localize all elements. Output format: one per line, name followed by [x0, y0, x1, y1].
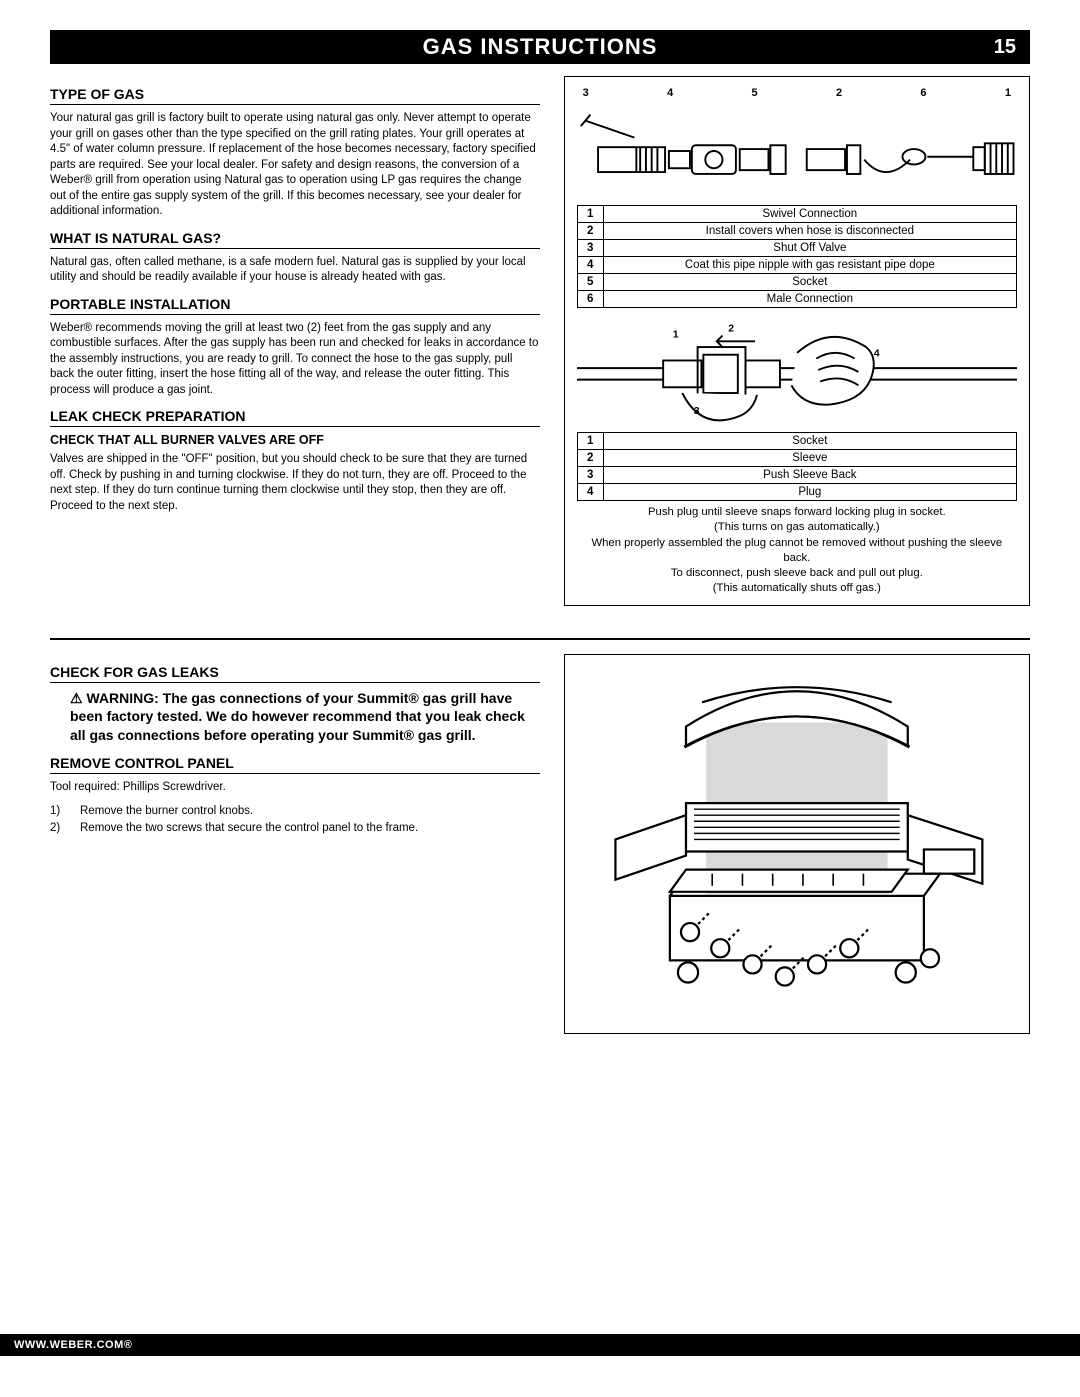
table-row: 1Socket	[577, 433, 1016, 450]
table-row: 2Sleeve	[577, 450, 1016, 467]
page-title: GAS INSTRUCTIONS	[423, 34, 658, 60]
svg-text:4: 4	[873, 348, 879, 360]
tool-required: Tool required: Phillips Screwdriver.	[50, 780, 540, 796]
svg-text:1: 1	[672, 328, 678, 340]
table-row: 4Plug	[577, 484, 1016, 501]
footer-url: WWW.WEBER.COM®	[14, 1339, 132, 1351]
svg-text:2: 2	[728, 323, 734, 335]
quick-connect-diagram: 1 2 3 4	[577, 316, 1017, 426]
hose-connector-diagram	[577, 103, 1017, 199]
heading-remove-panel: REMOVE CONTROL PANEL	[50, 755, 540, 774]
lower-left: CHECK FOR GAS LEAKS ⚠ WARNING: The gas c…	[50, 654, 540, 1034]
upper-columns: TYPE OF GAS Your natural gas grill is fa…	[50, 76, 1030, 620]
diagram-frame-connectors: 3 4 5 2 6 1	[564, 76, 1030, 606]
body-type-of-gas: Your natural gas grill is factory built …	[50, 111, 540, 220]
callout: 3	[583, 87, 589, 99]
parts-table-2: 1Socket2Sleeve3Push Sleeve Back4Plug	[577, 432, 1017, 501]
connector-notes: Push plug until sleeve snaps forward loc…	[577, 505, 1017, 597]
subhead-valves-off: CHECK THAT ALL BURNER VALVES ARE OFF	[50, 433, 540, 447]
right-column: 3 4 5 2 6 1	[564, 76, 1030, 620]
table-row: 3Shut Off Valve	[577, 240, 1016, 257]
remove-panel-steps: 1)Remove the burner control knobs. 2)Rem…	[50, 804, 540, 837]
table-row: 5Socket	[577, 274, 1016, 291]
callout: 6	[920, 87, 926, 99]
step-text: Remove the two screws that secure the co…	[80, 821, 418, 837]
left-column: TYPE OF GAS Your natural gas grill is fa…	[50, 76, 540, 620]
svg-text:3: 3	[693, 405, 699, 417]
table-row: 4Coat this pipe nipple with gas resistan…	[577, 257, 1016, 274]
parts-table-1: 1Swivel Connection2Install covers when h…	[577, 205, 1017, 308]
step-text: Remove the burner control knobs.	[80, 804, 253, 820]
warning-text: ⚠ WARNING: The gas connections of your S…	[50, 689, 540, 746]
heading-type-of-gas: TYPE OF GAS	[50, 86, 540, 105]
lower-columns: CHECK FOR GAS LEAKS ⚠ WARNING: The gas c…	[50, 654, 1030, 1034]
callout-row-1: 3 4 5 2 6 1	[577, 87, 1017, 103]
grill-diagram	[564, 654, 1030, 1034]
heading-portable: PORTABLE INSTALLATION	[50, 296, 540, 315]
header-bar: GAS INSTRUCTIONS 15	[50, 30, 1030, 64]
table-row: 3Push Sleeve Back	[577, 467, 1016, 484]
page-number: 15	[994, 36, 1016, 59]
heading-leak-prep: LEAK CHECK PREPARATION	[50, 408, 540, 427]
footer-bar: WWW.WEBER.COM®	[0, 1334, 1080, 1356]
callout: 2	[836, 87, 842, 99]
callout: 1	[1005, 87, 1011, 99]
section-divider	[50, 638, 1030, 640]
heading-check-leaks: CHECK FOR GAS LEAKS	[50, 664, 540, 683]
heading-natural-gas: WHAT IS NATURAL GAS?	[50, 230, 540, 249]
lower-right	[564, 654, 1030, 1034]
callout: 4	[667, 87, 673, 99]
callout: 5	[752, 87, 758, 99]
table-row: 2Install covers when hose is disconnecte…	[577, 223, 1016, 240]
table-row: 1Swivel Connection	[577, 206, 1016, 223]
body-leak-prep: Valves are shipped in the "OFF" position…	[50, 452, 540, 514]
table-row: 6Male Connection	[577, 291, 1016, 308]
body-natural-gas: Natural gas, often called methane, is a …	[50, 255, 540, 286]
body-portable: Weber® recommends moving the grill at le…	[50, 321, 540, 399]
